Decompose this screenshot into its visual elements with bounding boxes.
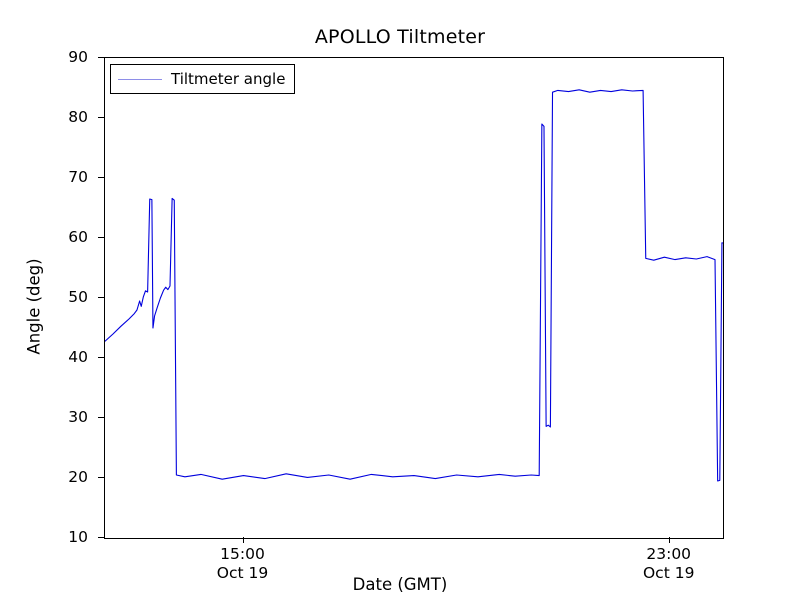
legend-line-swatch [118, 78, 162, 80]
x-axis-tick-date: Oct 19 [216, 564, 269, 582]
x-axis-tick-label: 23:00 Oct 19 [609, 545, 729, 583]
y-axis-tick-label: 70 [68, 168, 88, 186]
y-axis-tick-mark [98, 357, 104, 358]
x-axis-tick-label: 15:00 Oct 19 [183, 545, 303, 583]
y-axis-tick-mark [98, 57, 104, 58]
y-axis-tick-mark [98, 237, 104, 238]
plot-area [104, 57, 724, 539]
y-axis-tick-mark [98, 177, 104, 178]
x-axis-tick-mark [668, 537, 670, 543]
x-axis-label: Date (GMT) [352, 575, 448, 594]
y-axis-tick-label: 20 [68, 468, 88, 486]
y-axis-tick-mark [98, 117, 104, 118]
y-axis-tick-label: 80 [68, 108, 88, 126]
y-axis-tick-label: 60 [68, 228, 88, 246]
y-axis-tick-label: 90 [68, 48, 88, 66]
x-axis-tick-time: 15:00 [220, 545, 265, 563]
y-axis-tick-label: 40 [68, 348, 88, 366]
chart-legend: Tiltmeter angle [110, 64, 296, 94]
chart-plot-svg [105, 89, 723, 482]
y-axis-tick-label: 10 [68, 528, 88, 546]
y-axis-tick-label: 50 [68, 288, 88, 306]
y-axis-tick-mark [98, 417, 104, 418]
y-axis-label: Angle (deg) [24, 258, 44, 355]
tiltmeter-angle-line [105, 89, 723, 482]
page-title: APOLLO Tiltmeter [314, 26, 486, 48]
legend-item-label: Tiltmeter angle [171, 70, 286, 88]
y-axis-tick-mark [98, 297, 104, 298]
x-axis-tick-time: 23:00 [646, 545, 692, 563]
x-axis-tick-mark [242, 537, 244, 543]
y-axis-tick-label: 30 [68, 408, 88, 426]
x-axis-tick-date: Oct 19 [642, 564, 695, 582]
y-axis-tick-mark [98, 477, 104, 478]
y-axis-tick-mark [98, 537, 104, 538]
